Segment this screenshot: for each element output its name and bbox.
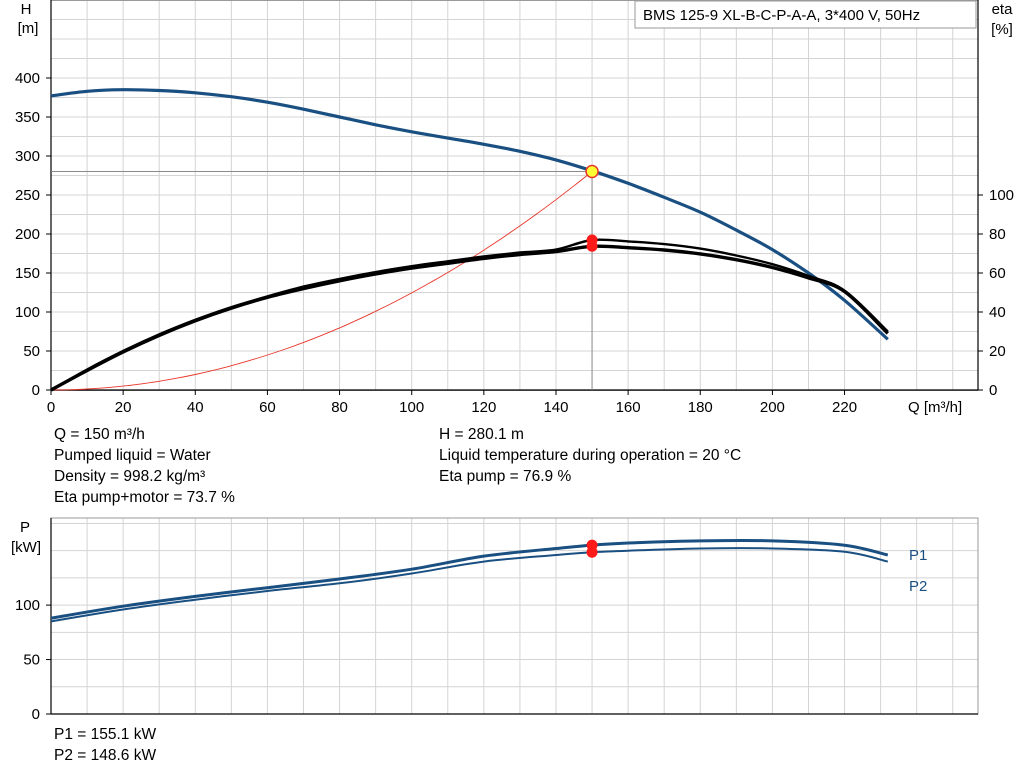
model-label: BMS 125-9 XL-B-C-P-A-A, 3*400 V, 50Hz (643, 7, 920, 24)
y-left-tick-label: 150 (15, 265, 40, 282)
y-right-tick-label: 40 (989, 304, 1006, 321)
y-left-tick-label: 300 (15, 148, 40, 165)
eta-pump-curve (50, 238, 889, 392)
info-p2: P2 = 148.6 kW (54, 747, 157, 764)
duty-point-eta-total-marker (586, 240, 598, 252)
y-right-tick-label: 60 (989, 265, 1006, 282)
y-left-tick-label: 100 (15, 304, 40, 321)
y-right-label-line1: eta (992, 1, 1014, 18)
x-axis-label: Q [m³/h] (908, 399, 962, 416)
model-label-box (634, 0, 977, 29)
power-y-label-line1: P (20, 519, 30, 536)
y-left-tick-label: 350 (15, 109, 40, 126)
x-tick-label: 100 (399, 399, 424, 416)
duty-point-p2-marker (586, 546, 598, 558)
head-chart-curves (50, 88, 889, 392)
y-right-label-line2: [%] (991, 21, 1013, 38)
p1-legend-label: P1 (909, 547, 927, 564)
y-right-tick-label: 20 (989, 343, 1006, 360)
power-y-tick-label: 100 (15, 597, 40, 614)
info-eta-total: Eta pump+motor = 73.7 % (54, 489, 235, 506)
axis-tick-labels: 0 20 40 60 80 100 120 140 160 180 200 2200501001502… (15, 70, 1014, 723)
y-right-tick-label: 80 (989, 226, 1006, 243)
duty-point-head-marker (585, 164, 599, 179)
y-left-tick-label: 50 (23, 343, 40, 360)
info-temperature: Liquid temperature during operation = 20… (439, 447, 742, 464)
x-tick-label: 220 (832, 399, 857, 416)
p2-legend-label: P2 (909, 578, 927, 595)
info-eta-pump: Eta pump = 76.9 % (439, 468, 572, 485)
y-left-tick-label: 250 (15, 187, 40, 204)
info-p1: P1 = 155.1 kW (54, 726, 157, 743)
power-chart-curves (50, 538, 889, 623)
y-left-tick-label: 0 (32, 382, 40, 399)
y-left-tick-label: 400 (15, 70, 40, 87)
x-tick-label: 60 (259, 399, 276, 416)
system-curve (50, 171, 593, 391)
x-tick-label: 180 (688, 399, 713, 416)
info-flow: Q = 150 m³/h (54, 426, 145, 443)
y-right-tick-label: 100 (989, 187, 1014, 204)
p2-curve (50, 547, 889, 623)
x-tick-label: 200 (760, 399, 785, 416)
power-info: P1 = 155.1 kW P2 = 148.6 kW (54, 724, 156, 766)
power-y-tick-label: 50 (23, 652, 40, 669)
info-head: H = 280.1 m (439, 426, 524, 443)
power-y-label-line2: [kW] (11, 539, 41, 556)
power-chart-grid (50, 517, 979, 715)
head-chart-grid (50, 0, 979, 391)
x-tick-label: 80 (331, 399, 348, 416)
power-y-tick-label: 0 (32, 706, 40, 723)
x-tick-label: 0 (47, 399, 55, 416)
x-tick-label: 40 (187, 399, 204, 416)
duty-info-left: Q = 150 m³/h Pumped liquid = Water Densi… (54, 424, 235, 508)
x-tick-label: 20 (115, 399, 132, 416)
info-density: Density = 998.2 kg/m³ (54, 468, 206, 485)
duty-info-right: H = 280.1 m Liquid temperature during op… (439, 424, 741, 487)
p1-curve (50, 538, 889, 620)
x-tick-label: 120 (471, 399, 496, 416)
head-curve (50, 88, 889, 341)
duty-point-markers (51, 164, 599, 558)
power-plot-frame (50, 517, 979, 715)
y-left-label-line2: [m] (18, 20, 39, 37)
eta-total-curve (50, 244, 889, 392)
y-right-tick-label: 0 (989, 382, 997, 399)
x-tick-label: 160 (616, 399, 641, 416)
x-tick-label: 140 (543, 399, 568, 416)
y-left-label-line1: H (21, 1, 32, 18)
y-left-tick-label: 200 (15, 226, 40, 243)
info-liquid: Pumped liquid = Water (54, 447, 211, 464)
